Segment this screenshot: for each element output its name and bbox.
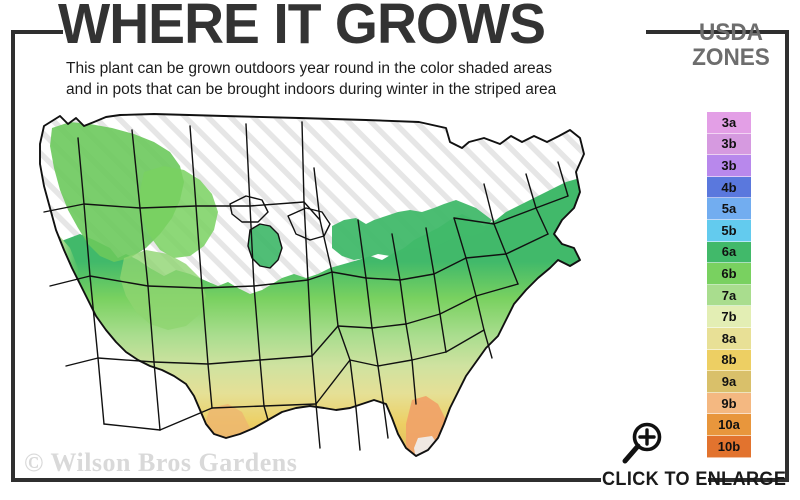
legend-swatch-9a-12[interactable]: 9a [707,371,751,393]
legend-heading-line-1: USDA [699,19,763,46]
usda-hardiness-map[interactable] [14,108,614,476]
legend-swatch-10a-14[interactable]: 10a [707,414,751,436]
frame-top-right-border [646,30,789,34]
legend-swatch-label: 8a [721,330,737,346]
magnifier-plus-icon[interactable] [618,420,666,468]
legend-swatch-9b-13[interactable]: 9b [707,392,751,415]
legend-swatch-label: 3b [721,136,737,152]
legend-swatch-label: 3a [721,114,737,130]
legend-swatch-label: 9b [721,395,737,411]
frame-left-border [11,30,15,482]
legend-swatch-label: 6b [721,265,737,281]
legend-swatch-3b-2[interactable]: 3b [707,155,751,177]
frame-top-left-border [11,30,63,34]
legend-swatch-7a-8[interactable]: 7a [707,284,751,307]
legend-swatch-7b-9[interactable]: 7b [707,306,751,328]
legend-swatch-label: 10a [718,417,740,433]
legend-heading-line-2: ZONES [692,44,770,71]
legend-swatch-3b-1[interactable]: 3b [707,133,751,156]
legend-swatch-3a-0[interactable]: 3a [707,112,751,134]
legend-heading: USDA ZONES [676,20,787,70]
legend-swatch-4b-3[interactable]: 4b [707,176,751,199]
legend-swatch-label: 7b [721,309,737,325]
watermark: © Wilson Bros Gardens [24,448,298,477]
click-to-enlarge-label[interactable]: CLICK TO ENLARGE [602,469,787,490]
legend-swatch-6a-6[interactable]: 6a [707,241,751,264]
legend-swatch-label: 3b [721,157,737,173]
subtitle: This plant can be grown outdoors year ro… [66,58,636,100]
subtitle-line-2: and in pots that can be brought indoors … [66,81,557,98]
usda-zone-legend: 3a 3b 3b 4b 5a 5b 6a 6b 7a 7b 8a 8b 9a 9b 10a 10b [707,112,751,458]
subtitle-line-1: This plant can be grown outdoors year ro… [66,60,552,77]
legend-swatch-label: 5a [721,201,737,217]
legend-swatch-label: 7a [721,287,737,303]
legend-swatch-label: 9a [721,373,737,389]
frame-right-border [785,30,789,482]
legend-swatch-10b-15[interactable]: 10b [707,435,751,458]
legend-swatch-label: 8b [721,352,737,368]
frame-bottom-border [11,478,601,482]
legend-swatch-label: 6a [721,244,737,260]
legend-swatch-label: 10b [717,438,741,454]
legend-swatch-8b-11[interactable]: 8b [707,349,751,372]
legend-swatch-label: 5b [721,222,737,238]
legend-swatch-5a-4[interactable]: 5a [707,198,751,220]
map-state-outlines [39,113,585,457]
legend-swatch-6b-7[interactable]: 6b [707,263,751,285]
legend-swatch-label: 4b [721,179,737,195]
legend-swatch-5b-5[interactable]: 5b [707,219,751,242]
legend-swatch-8a-10[interactable]: 8a [707,327,751,350]
frame-bottom-right-border [708,478,789,482]
page-title: WHERE IT GROWS [58,0,546,56]
